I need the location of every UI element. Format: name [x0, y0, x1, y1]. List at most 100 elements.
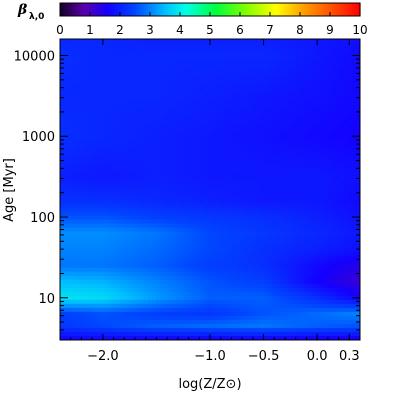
heatmap-cell: [64, 279, 69, 285]
colorbar-segment: [278, 3, 281, 16]
heatmap-cell: [248, 71, 253, 76]
heatmap-cell: [316, 179, 321, 184]
heatmap-cell: [180, 127, 185, 132]
heatmap-cell: [144, 87, 149, 92]
heatmap-cell: [148, 55, 153, 60]
colorbar-segment: [198, 3, 201, 16]
heatmap-cell: [268, 51, 273, 56]
heatmap-cell: [84, 243, 89, 249]
heatmap-cell: [108, 295, 113, 301]
heatmap-cell: [92, 131, 97, 136]
heatmap-cell: [288, 95, 293, 100]
heatmap-cell: [84, 183, 89, 188]
heatmap-cell: [316, 223, 321, 229]
heatmap-cell: [248, 251, 253, 257]
heatmap-cell: [244, 51, 249, 56]
heatmap-cell: [232, 75, 237, 80]
heatmap-cell: [152, 135, 157, 140]
heatmap-cell: [164, 163, 169, 168]
heatmap-cell: [188, 279, 193, 285]
heatmap-cell: [96, 59, 101, 64]
heatmap-cell: [224, 263, 229, 269]
heatmap-cell: [140, 267, 145, 273]
heatmap-cell: [348, 243, 353, 249]
heatmap-cell: [300, 87, 305, 92]
heatmap-cell: [276, 251, 281, 257]
heatmap-cell: [228, 199, 233, 205]
heatmap-cell: [256, 51, 261, 56]
heatmap-cell: [164, 283, 169, 289]
heatmap-cell: [104, 231, 109, 237]
heatmap-cell: [232, 115, 237, 120]
heatmap-cell: [64, 155, 69, 160]
heatmap-cell: [184, 63, 189, 68]
heatmap-cell: [188, 67, 193, 72]
colorbar-segment: [70, 3, 73, 16]
heatmap-cell: [124, 39, 129, 44]
heatmap-cell: [200, 135, 205, 140]
heatmap-cell: [336, 199, 341, 205]
colorbar-segment: [212, 3, 215, 16]
heatmap-cell: [256, 119, 261, 124]
heatmap-cell: [276, 271, 281, 277]
heatmap-cell: [132, 275, 137, 281]
heatmap-cell: [208, 95, 213, 100]
heatmap-cell: [184, 115, 189, 120]
heatmap-cell: [80, 47, 85, 52]
heatmap-cell: [228, 287, 233, 293]
heatmap-cell: [244, 135, 249, 140]
heatmap-cell: [188, 99, 193, 104]
heatmap-cell: [84, 95, 89, 100]
heatmap-cell: [288, 111, 293, 116]
heatmap-cell: [284, 131, 289, 136]
colorbar-segment: [76, 3, 79, 16]
heatmap-cell: [288, 291, 293, 297]
heatmap-cell: [252, 47, 257, 52]
heatmap-cell: [104, 143, 109, 148]
heatmap-cell: [124, 287, 129, 293]
heatmap-cell: [312, 283, 317, 289]
heatmap-cell: [196, 203, 201, 209]
heatmap-cell: [176, 283, 181, 289]
heatmap-cell: [212, 75, 217, 80]
heatmap-cell: [216, 215, 221, 221]
heatmap-cell: [60, 87, 65, 92]
heatmap-cell: [164, 279, 169, 285]
heatmap-cell: [256, 287, 261, 293]
heatmap-cell: [224, 123, 229, 128]
heatmap-cell: [300, 267, 305, 273]
heatmap-cell: [336, 267, 341, 273]
heatmap-cell: [200, 47, 205, 52]
heatmap-cell: [344, 275, 349, 281]
heatmap-cell: [228, 147, 233, 152]
heatmap-cell: [80, 63, 85, 68]
heatmap-cell: [356, 203, 361, 209]
heatmap-cell: [136, 279, 141, 285]
heatmap-cell: [340, 259, 345, 265]
heatmap-cell: [112, 215, 117, 221]
heatmap-cell: [248, 47, 253, 52]
heatmap-cell: [192, 199, 197, 205]
heatmap-cell: [176, 199, 181, 205]
heatmap-cell: [232, 131, 237, 136]
heatmap-cell: [144, 71, 149, 76]
heatmap-cell: [312, 119, 317, 124]
colorbar-segment: [216, 3, 219, 16]
heatmap-cell: [172, 87, 177, 92]
heatmap-cell: [216, 287, 221, 293]
heatmap-cell: [88, 143, 93, 148]
heatmap-cell: [112, 191, 117, 197]
heatmap-cell: [344, 215, 349, 221]
heatmap-cell: [244, 219, 249, 225]
heatmap-cell: [256, 143, 261, 148]
heatmap-cell: [208, 159, 213, 164]
heatmap-cell: [60, 55, 65, 60]
heatmap-cell: [324, 103, 329, 108]
heatmap-cell: [120, 71, 125, 76]
heatmap-cell: [104, 259, 109, 265]
heatmap-cell: [200, 195, 205, 201]
heatmap-cell: [228, 219, 233, 225]
heatmap-cell: [128, 71, 133, 76]
heatmap-cell: [216, 135, 221, 140]
heatmap-cell: [92, 287, 97, 293]
